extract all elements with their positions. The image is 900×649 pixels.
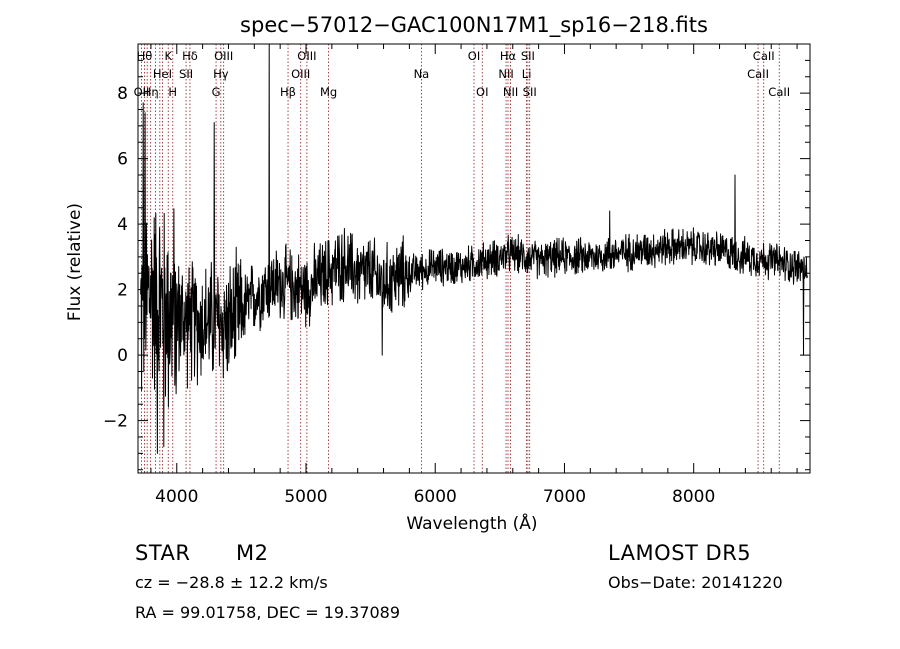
obs-date-label: Obs−Date: 20141220 — [608, 573, 783, 592]
spectral-line-label: Li — [522, 67, 532, 81]
spectral-line-label: SII — [521, 49, 535, 63]
x-axis-label: Wavelength (Å) — [406, 512, 537, 534]
spectral-line-label: Hα — [500, 49, 517, 63]
spectral-line-label: HeI — [153, 67, 172, 81]
x-tick-label: 5000 — [284, 487, 327, 507]
spectral-line-label: Hδ — [182, 49, 198, 63]
spectral-line-label: NII — [498, 67, 513, 81]
spectral-line-label: Hγ — [213, 67, 229, 81]
chart-title: spec−57012−GAC100N17M1_sp16−218.fits — [240, 13, 708, 38]
y-tick-label: 4 — [117, 215, 128, 235]
y-tick-label: −2 — [103, 412, 128, 432]
spectral-line-labels: OIIHθHηHeIKHSIIHδGHγOIIIHβOIIIOIIIMgNaOI… — [134, 49, 791, 99]
redshift-label: cz = −28.8 ± 12.2 km/s — [135, 573, 328, 592]
spectral-line-label: NII — [503, 85, 518, 99]
spectral-line-label: Hη — [143, 85, 159, 99]
spectral-line-label: CaII — [753, 49, 775, 63]
spectral-line-label: CaII — [768, 85, 790, 99]
spectral-line-label: CaII — [747, 67, 769, 81]
y-axis-label: Flux (relative) — [65, 203, 85, 321]
spectral-line-label: OI — [476, 85, 488, 99]
coordinates-label: RA = 99.01758, DEC = 19.37089 — [135, 603, 401, 622]
spectral-line-label: SII — [523, 85, 537, 99]
spectral-line-label: OIII — [291, 67, 310, 81]
spectral-line-label: K — [164, 49, 172, 63]
spectral-line-label: OIII — [297, 49, 316, 63]
y-tick-label: 6 — [117, 150, 128, 170]
spectral-line-label: Hβ — [280, 85, 296, 99]
spectrum-line — [140, 43, 808, 454]
spectral-line-label: OI — [468, 49, 480, 63]
survey-label: LAMOST DR5 — [608, 541, 752, 565]
y-axis-ticks: −2 0 2 4 6 8 — [103, 43, 810, 471]
x-tick-label: 6000 — [414, 487, 457, 507]
x-tick-label: 4000 — [155, 487, 198, 507]
spectrum-series — [140, 43, 808, 454]
x-tick-label: 7000 — [543, 487, 586, 507]
x-axis-ticks: 4000 5000 6000 7000 8000 — [150, 44, 798, 507]
object-class-label: STAR — [135, 541, 191, 565]
spectral-line-label: Mg — [320, 85, 337, 99]
subclass-label: M2 — [236, 541, 269, 565]
x-tick-label: 8000 — [672, 487, 715, 507]
spectral-line-label: Hθ — [137, 49, 153, 63]
spectral-line-label: Na — [414, 67, 430, 81]
spectral-line-label: OIII — [214, 49, 233, 63]
spectral-line-label: G — [212, 85, 221, 99]
spectral-line-label: H — [168, 85, 177, 99]
y-tick-label: 8 — [117, 84, 128, 104]
y-tick-label: 0 — [117, 346, 128, 366]
y-tick-label: 2 — [117, 281, 128, 301]
plot-frame — [137, 43, 811, 474]
spectral-line-label: SII — [179, 67, 193, 81]
